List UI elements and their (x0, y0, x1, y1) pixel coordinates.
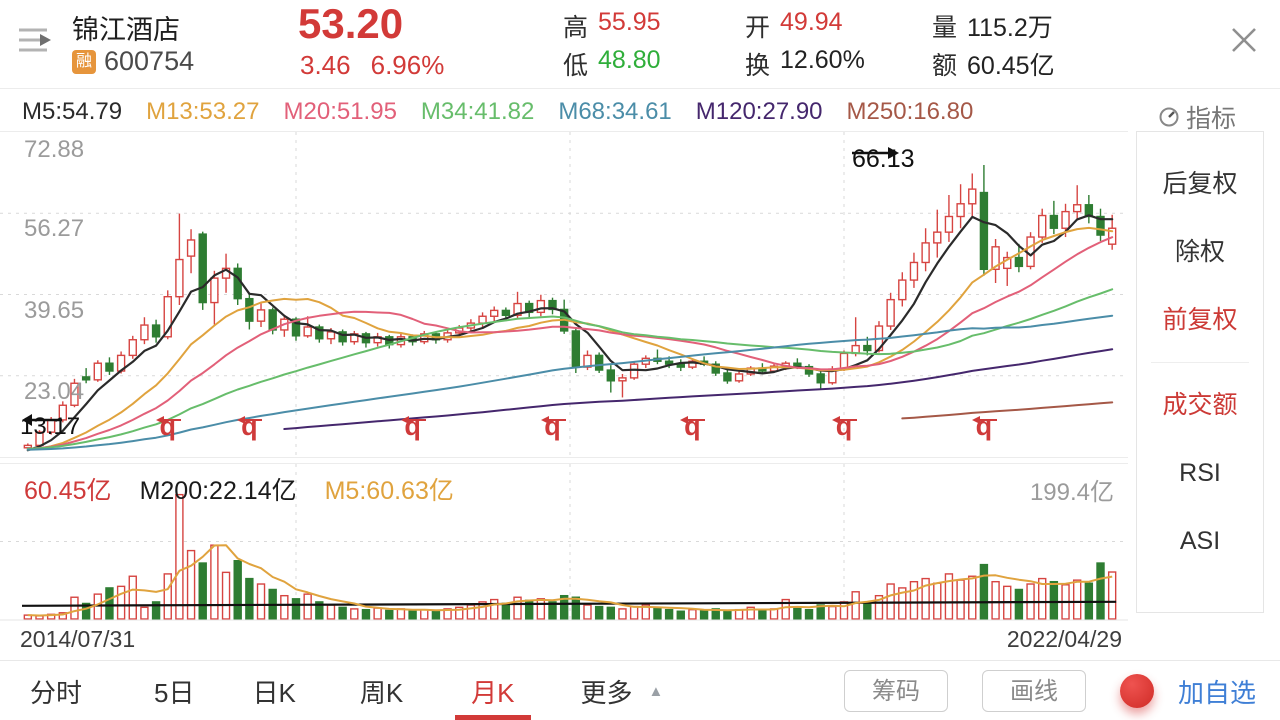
stat-value: 55.95 (598, 8, 661, 36)
stat-value: 60.45亿 (967, 52, 1055, 80)
indicator-button-label: 指标 (1186, 105, 1237, 133)
sidebar-item-除权[interactable]: 除权 (1174, 238, 1225, 266)
high-price-label: 66.13 (852, 145, 915, 173)
sidebar-item-前复权[interactable]: 前复权 (1162, 306, 1238, 334)
ex-dividend-marker: q (400, 413, 426, 440)
indicator-button[interactable]: 指标 (1158, 99, 1236, 135)
y-tick: 39.65 (24, 296, 85, 324)
high-price-annotation: 66.13 (852, 145, 915, 174)
ex-dividend-marker: q (155, 413, 181, 440)
stat-低: 低 48.80 (563, 46, 661, 82)
right-arrow-icon (852, 147, 899, 159)
ex-dividend-arrow-icon (540, 416, 566, 424)
stat-label: 量 (932, 14, 958, 42)
tab-周K[interactable]: 周K (359, 677, 404, 708)
stat-label: 换 (745, 52, 771, 80)
ma-label: M34:41.82 (420, 98, 535, 125)
stock-code: 600754 (104, 46, 195, 76)
ex-dividend-arrow-icon (400, 416, 426, 424)
volume-current: 60.45亿 (24, 477, 112, 505)
volume-legend: 60.45亿 M200:22.14亿 M5:60.63亿 (24, 471, 454, 507)
ex-dividend-marker: q (540, 413, 566, 440)
price-change-pct: 6.96% (370, 50, 445, 80)
stock-name: 锦江酒店 (72, 15, 180, 45)
price-change-row: 3.46 6.96% (300, 50, 444, 81)
volume-m200-label: M200:22.14亿 (139, 477, 297, 505)
close-icon[interactable] (1226, 22, 1262, 63)
ex-dividend-marker: q (831, 413, 857, 440)
left-arrow-icon (22, 414, 62, 426)
sidebar-item-成交额[interactable]: 成交额 (1162, 391, 1238, 419)
stat-value: 115.2万 (967, 14, 1053, 42)
ex-dividend-arrow-icon (237, 416, 263, 424)
stat-value: 49.94 (780, 8, 843, 36)
low-price-annotation: 13.17 6.42 (18, 413, 80, 456)
tab-bar: 分时 5日 日K 周K 月K 更多 ▲ (0, 661, 663, 720)
stock-code-row: 融 600754 (72, 46, 194, 77)
ma-label: M250:16.80 (846, 98, 974, 125)
ex-dividend-arrow-icon (155, 416, 181, 424)
stat-value: 12.60% (780, 46, 865, 74)
stat-value: 48.80 (598, 46, 661, 74)
margin-badge: 融 (72, 49, 96, 74)
tab-更多[interactable]: 更多 (580, 677, 633, 708)
stat-高: 高 55.95 (563, 8, 661, 44)
more-caret-icon[interactable]: ▲ (648, 682, 664, 700)
gauge-icon (1159, 107, 1179, 127)
header-stats: 高 55.95 低 48.80 开 49.94 换 12.60% 量 115.2万额 60.45亿 (0, 0, 1280, 88)
price-change: 3.46 (300, 50, 351, 80)
stat-换: 换 12.60% (745, 46, 865, 82)
sidebar-item-RSI[interactable]: RSI (1179, 459, 1221, 487)
ma-label: M13:53.27 (146, 98, 260, 125)
ma-label: M5:54.79 (22, 98, 123, 125)
add-watchlist-button[interactable]: 加自选 (1177, 677, 1256, 708)
price-chart-svg (0, 132, 1128, 457)
x-axis-end-date: 2022/04/29 (1006, 626, 1122, 652)
y-tick: 72.88 (24, 136, 85, 163)
chips-button[interactable]: 筹码 (843, 670, 948, 712)
stat-量: 量 115.2万 (932, 8, 1053, 44)
bottom-bar: 分时 5日 日K 周K 月K 更多 ▲ 筹码 画线 加自选 (0, 660, 1280, 720)
ex-dividend-arrow-icon (680, 416, 706, 424)
y-tick: 23.04 (24, 377, 85, 405)
volume-chart-svg (0, 464, 1128, 621)
sidebar-item-后复权[interactable]: 后复权 (1162, 170, 1238, 198)
ma-label: M20:51.95 (283, 98, 397, 125)
stat-开: 开 49.94 (745, 8, 843, 44)
stat-label: 开 (745, 14, 771, 42)
tab-分时[interactable]: 分时 (30, 677, 83, 708)
header: 锦江酒店 融 600754 53.20 3.46 6.96% 高 55.95 低 48… (0, 0, 1280, 89)
ma-label: M68:34.61 (558, 98, 672, 125)
stat-label: 低 (563, 52, 589, 80)
ma-label: M120:27.90 (695, 98, 823, 125)
record-dot-icon[interactable] (1119, 674, 1154, 708)
indicator-sidebar: 后复权除权前复权成交额 RSI ASI (1136, 131, 1264, 613)
ex-dividend-marker: q (236, 413, 263, 440)
ma-legend: M5:54.79 M13:53.27 M20:51.95 M34:41.82 M68:3… (0, 94, 973, 130)
ex-dividend-marker: q (971, 413, 997, 440)
sidebar-divider (1151, 362, 1249, 363)
stat-label: 额 (932, 52, 958, 80)
x-axis-start-date: 2014/07/31 (20, 626, 136, 652)
stat-label: 高 (563, 14, 589, 42)
last-price: 53.20 (298, 0, 404, 47)
volume-chart-pane[interactable]: 60.45亿 M200:22.14亿 M5:60.63亿 199.4亿 (0, 463, 1128, 623)
tab-月K[interactable]: 月K (471, 661, 514, 720)
draw-line-button[interactable]: 画线 (981, 670, 1086, 712)
volume-m5-label: M5:60.63亿 (324, 477, 454, 505)
volume-axis-max: 199.4亿 (1029, 479, 1114, 506)
tab-5日[interactable]: 5日 (154, 677, 195, 708)
sidebar-item-ASI[interactable]: ASI (1179, 527, 1221, 555)
ex-dividend-arrow-icon (832, 416, 857, 424)
ex-dividend-arrow-icon (971, 416, 997, 424)
stat-额: 额 60.45亿 (932, 46, 1055, 82)
tab-日K[interactable]: 日K (252, 677, 296, 708)
y-tick: 56.27 (24, 215, 85, 243)
ex-dividend-marker: q (679, 413, 706, 440)
back-to-list-icon[interactable] (14, 24, 58, 63)
